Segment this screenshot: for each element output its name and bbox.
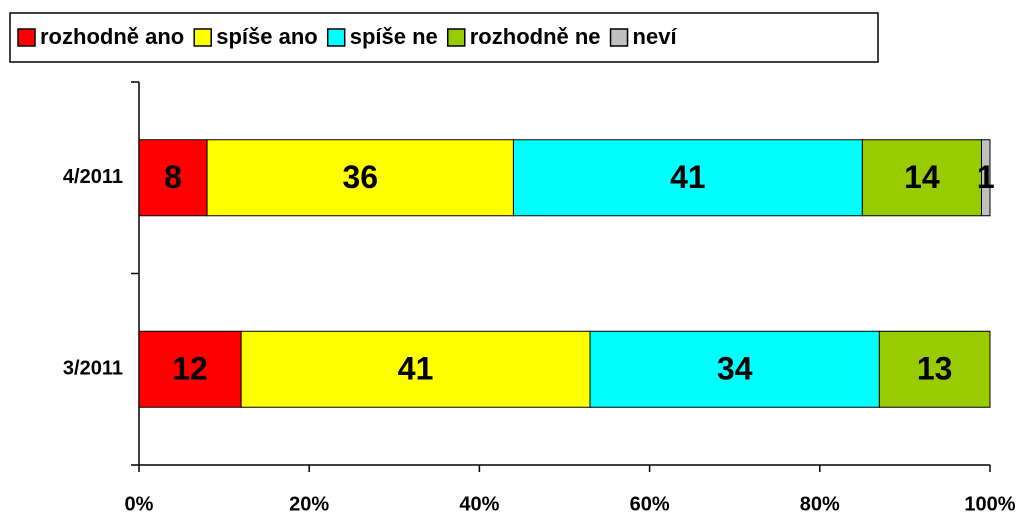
x-tick-label: 0%	[125, 493, 154, 515]
y-tick-label: 4/2011	[63, 166, 123, 188]
bar-segment	[240, 330, 591, 408]
data-label: 8	[164, 159, 182, 195]
data-label: 1	[977, 159, 995, 195]
bar-segment	[861, 139, 982, 217]
bar-segment	[206, 139, 514, 217]
data-label: 36	[342, 159, 378, 195]
legend-label: neví	[633, 24, 678, 49]
x-tick-label: 20%	[289, 493, 329, 515]
data-label: 14	[904, 159, 940, 195]
legend-label: spíše ano	[216, 24, 317, 49]
legend-box	[9, 12, 879, 63]
x-tick-label: 80%	[800, 493, 840, 515]
legend-marker	[17, 28, 36, 47]
legend-marker	[609, 28, 629, 47]
bar-segment	[512, 139, 863, 217]
data-label: 41	[670, 159, 706, 195]
bar-segment	[980, 139, 991, 217]
bar-segment	[138, 139, 208, 217]
x-tick-label: 100%	[964, 493, 1015, 515]
legend-label: rozhodně ano	[40, 24, 184, 49]
legend-label: spíše ne	[350, 24, 438, 49]
bar-segment	[878, 330, 991, 408]
data-label: 13	[917, 351, 953, 387]
x-tick-label: 60%	[630, 493, 670, 515]
data-label: 34	[717, 351, 753, 387]
y-tick-label: 3/2011	[63, 358, 123, 380]
data-label: 41	[398, 351, 434, 387]
legend-label: rozhodně ne	[470, 24, 601, 49]
legend-marker	[447, 28, 466, 47]
x-tick-label: 40%	[459, 493, 499, 515]
bar-segment	[589, 330, 880, 408]
data-label: 12	[172, 351, 208, 387]
legend-marker	[326, 28, 346, 47]
legend-marker	[193, 28, 212, 47]
